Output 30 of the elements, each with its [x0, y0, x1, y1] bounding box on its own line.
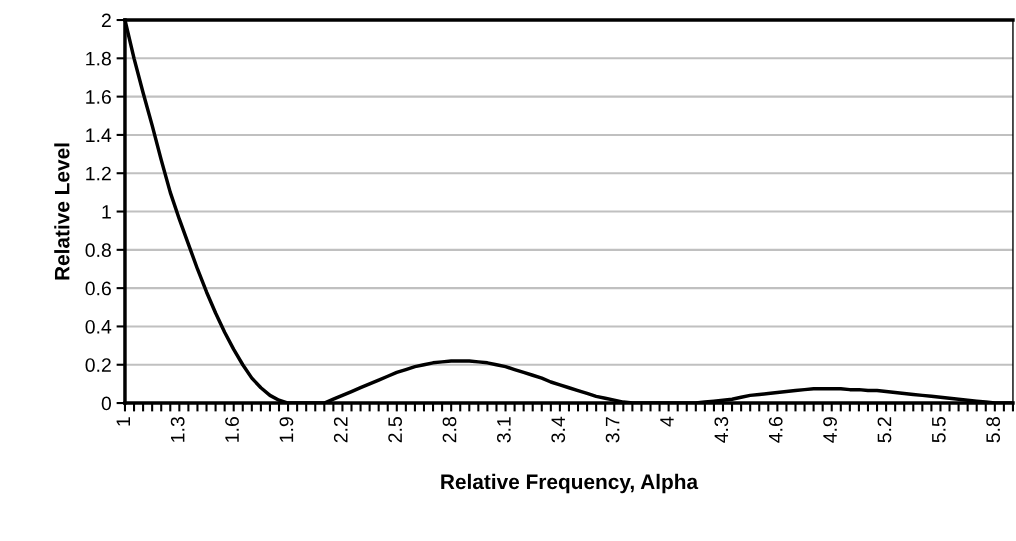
x-tick-label: 2.5 — [388, 417, 403, 443]
y-tick-label: 2 — [101, 13, 111, 28]
x-tick-label: 5.5 — [932, 417, 946, 443]
x-tick-label: 3.1 — [496, 417, 511, 443]
x-tick-label: 3.7 — [605, 417, 620, 443]
x-tick-label: 2.2 — [333, 417, 348, 443]
x-axis-title: Relative Frequency, Alpha — [441, 473, 699, 494]
x-tick-label: 3.4 — [551, 416, 566, 443]
x-tick-label: 1.9 — [279, 417, 294, 442]
x-tick-label: 4.3 — [714, 417, 729, 443]
x-tick-label: 1.6 — [225, 417, 239, 442]
y-tick-label: 1 — [102, 205, 111, 219]
x-tick-label: 5.8 — [986, 417, 1001, 443]
y-tick-label: 0 — [101, 396, 112, 411]
x-tick-label: 4 — [660, 416, 674, 427]
y-tick-label: 1.6 — [86, 90, 111, 104]
x-tick-label: 4.6 — [768, 417, 783, 443]
x-tick-label: 1 — [116, 417, 130, 426]
y-tick-label: 0.6 — [85, 281, 111, 296]
y-tick-label: 0.2 — [85, 358, 111, 372]
x-tick-label: 2.8 — [442, 417, 457, 443]
y-tick-label: 0.4 — [85, 319, 112, 334]
y-tick-label: 0.8 — [85, 243, 111, 258]
y-tick-label: 1.2 — [86, 166, 111, 181]
x-tick-label: 5.2 — [877, 417, 892, 443]
y-axis-title: Relative Level — [54, 143, 70, 280]
y-tick-label: 1.8 — [86, 51, 111, 66]
x-tick-label: 1.3 — [170, 417, 185, 442]
x-tick-label: 4.9 — [823, 417, 837, 443]
y-tick-label: 1.4 — [86, 128, 112, 142]
